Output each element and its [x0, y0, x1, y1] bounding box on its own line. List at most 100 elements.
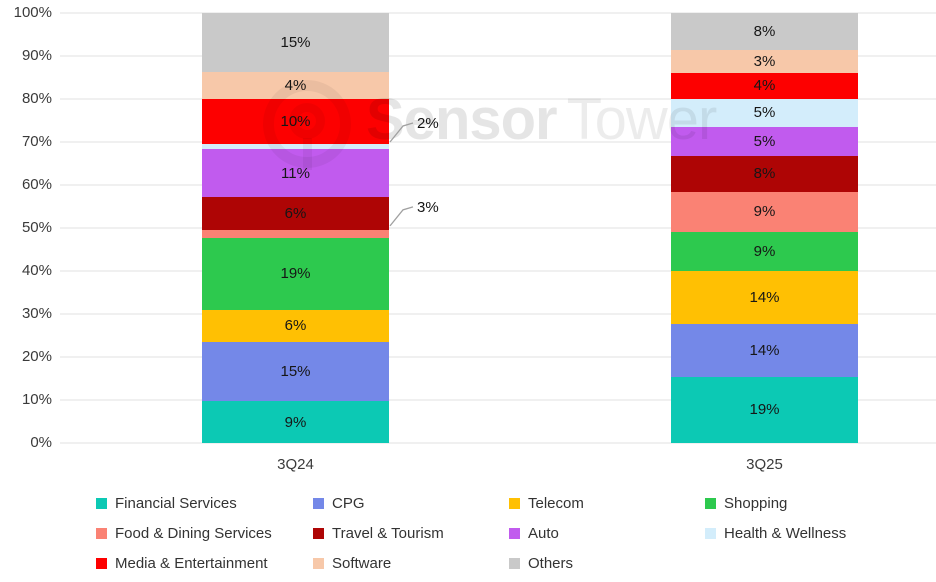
- y-axis-tick-80pct: 80%: [21, 90, 52, 107]
- segment-3q24-health-and-wellness: [202, 143, 389, 150]
- legend-swatch-icon: [509, 528, 520, 539]
- legend-swatch-icon: [705, 498, 716, 509]
- segment-3q24-shopping: 19%: [202, 238, 389, 310]
- segment-3q25-software: 3%: [671, 49, 858, 73]
- legend-label: Auto: [528, 525, 559, 542]
- segment-value-label: 10%: [280, 112, 311, 130]
- legend-label: Travel & Tourism: [332, 525, 444, 542]
- legend-item-cpg: CPG: [313, 494, 365, 513]
- segment-3q25-others: 8%: [671, 13, 858, 50]
- segment-3q25-auto: 5%: [671, 127, 858, 156]
- gridline-50pct: [60, 227, 936, 229]
- segment-value-label: 5%: [753, 132, 776, 150]
- y-axis-tick-100pct: 100%: [13, 4, 52, 21]
- legend-label: Financial Services: [115, 495, 237, 512]
- segment-value-label: 15%: [280, 34, 311, 52]
- gridline-60pct: [60, 184, 936, 186]
- segment-3q24-travel-and-tourism: 6%: [202, 196, 389, 230]
- gridline-30pct: [60, 313, 936, 315]
- segment-value-label: 6%: [284, 317, 307, 335]
- gridline-80pct: [60, 98, 936, 100]
- legend-label: Shopping: [724, 495, 788, 512]
- y-axis-tick-20pct: 20%: [21, 348, 52, 365]
- segment-3q25-cpg: 14%: [671, 323, 858, 377]
- bar-3q25: 8% 3% 4% 5% 5% 8% 9% 9% 14% 14% 19%: [671, 13, 858, 443]
- legend-swatch-icon: [509, 558, 520, 569]
- gridline-70pct: [60, 141, 936, 143]
- segment-3q25-telecom: 14%: [671, 270, 858, 324]
- segment-value-label: 5%: [753, 104, 776, 122]
- bar-3q24: 15% 4% 10% 11% 6% 19% 6% 15% 9%: [202, 13, 389, 443]
- segment-3q25-financial-services: 19%: [671, 376, 858, 443]
- legend-item-travel-and-tourism: Travel & Tourism: [313, 524, 444, 543]
- segment-3q24-media-and-entertainment: 10%: [202, 99, 389, 144]
- segment-value-label: 9%: [284, 413, 307, 431]
- x-axis-label-3q25: 3Q25: [746, 456, 783, 473]
- legend-item-financial-services: Financial Services: [96, 494, 237, 513]
- y-axis-tick-50pct: 50%: [21, 219, 52, 236]
- y-axis-tick-0pct: 0%: [30, 434, 52, 451]
- legend-label: Media & Entertainment: [115, 555, 268, 572]
- legend-item-telecom: Telecom: [509, 494, 584, 513]
- segment-3q24-software: 4%: [202, 72, 389, 100]
- gridline-20pct: [60, 356, 936, 358]
- legend-item-shopping: Shopping: [705, 494, 787, 513]
- legend-item-software: Software: [313, 554, 391, 573]
- segment-3q24-financial-services: 9%: [202, 401, 389, 443]
- legend-item-food-and-dining-services: Food & Dining Services: [96, 524, 272, 543]
- segment-3q25-food-and-dining-services: 9%: [671, 192, 858, 232]
- segment-3q25-health-and-wellness: 5%: [671, 98, 858, 128]
- segment-3q25-media-and-entertainment: 4%: [671, 72, 858, 99]
- plot-area: 100% 90% 80% 70% 60% 50% 40% 30% 20% 10% 0% 15% 4% 10…: [0, 4, 936, 451]
- legend-label: CPG: [332, 495, 365, 512]
- segment-3q24-auto: 11%: [202, 149, 389, 197]
- y-axis-tick-90pct: 90%: [21, 47, 52, 64]
- gridline-10pct: [60, 399, 936, 401]
- legend-swatch-icon: [313, 528, 324, 539]
- y-axis-tick-30pct: 30%: [21, 305, 52, 322]
- y-axis-tick-70pct: 70%: [21, 133, 52, 150]
- legend-label: Food & Dining Services: [115, 525, 272, 542]
- segment-3q24-cpg: 15%: [202, 342, 389, 402]
- segment-value-label: 15%: [280, 363, 311, 381]
- x-axis-label-3q24: 3Q24: [277, 456, 314, 473]
- segment-value-label: 8%: [753, 165, 776, 183]
- gridline-100pct: [60, 12, 936, 14]
- segment-value-label: 19%: [749, 401, 780, 419]
- segment-3q24-telecom: 6%: [202, 309, 389, 343]
- segment-value-label: 3%: [753, 52, 776, 70]
- segment-value-label: 6%: [284, 204, 307, 222]
- legend-swatch-icon: [96, 558, 107, 569]
- legend-swatch-icon: [96, 498, 107, 509]
- segment-value-label: 9%: [753, 203, 776, 221]
- gridline-40pct: [60, 270, 936, 272]
- segment-3q25-shopping: 9%: [671, 231, 858, 271]
- legend-swatch-icon: [96, 528, 107, 539]
- gridline-90pct: [60, 55, 936, 57]
- segment-3q24-food-and-dining-services: [202, 229, 389, 239]
- segment-value-label: 4%: [753, 77, 776, 95]
- y-axis-tick-60pct: 60%: [21, 176, 52, 193]
- legend-label: Health & Wellness: [724, 525, 847, 542]
- segment-value-label: 11%: [281, 164, 310, 182]
- legend-swatch-icon: [313, 558, 324, 569]
- segment-value-label: 8%: [753, 22, 776, 40]
- legend-item-media-and-entertainment: Media & Entertainment: [96, 554, 268, 573]
- segment-value-label: 19%: [280, 265, 311, 283]
- segment-value-label: 14%: [749, 341, 780, 359]
- segment-value-label: 4%: [284, 77, 307, 95]
- segment-3q25-travel-and-tourism: 8%: [671, 155, 858, 193]
- legend-label: Software: [332, 555, 392, 572]
- segment-3q24-others: 15%: [202, 13, 389, 73]
- gridline-0pct: [60, 442, 936, 444]
- legend-item-health-and-wellness: Health & Wellness: [705, 524, 846, 543]
- segment-value-label: 9%: [753, 242, 776, 260]
- segment-value-label: 14%: [749, 288, 780, 306]
- legend-swatch-icon: [509, 498, 520, 509]
- legend-swatch-icon: [313, 498, 324, 509]
- legend-item-auto: Auto: [509, 524, 559, 543]
- legend-label: Others: [528, 555, 574, 572]
- legend-swatch-icon: [705, 528, 716, 539]
- y-axis-tick-10pct: 10%: [21, 391, 52, 408]
